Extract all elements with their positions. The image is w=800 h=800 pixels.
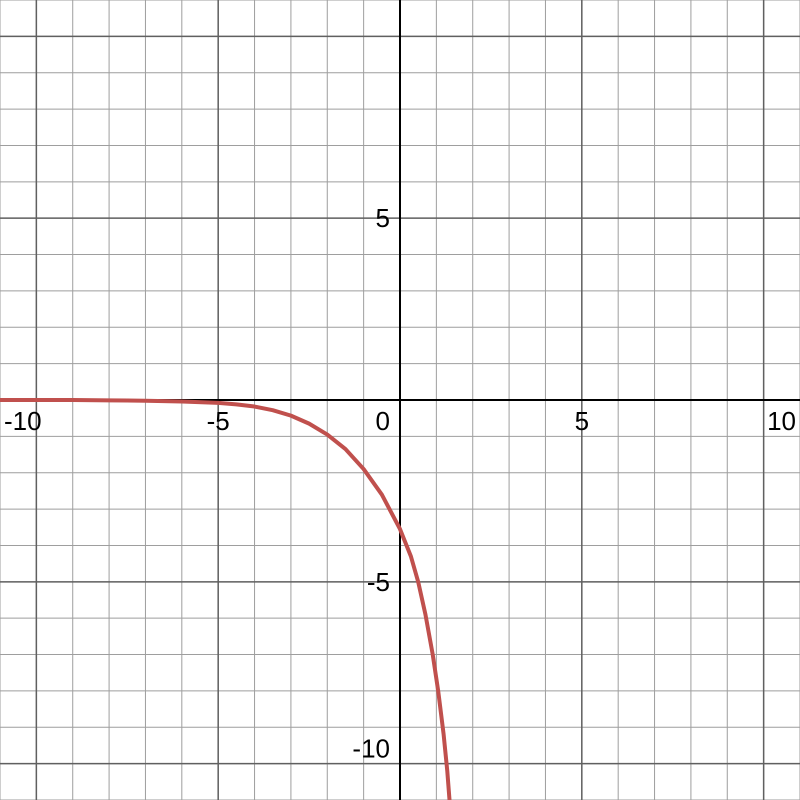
chart-canvas: -10 -5 0 5 10 5 -5 -10 (0, 0, 800, 800)
graph-plot: -10 -5 0 5 10 5 -5 -10 (0, 0, 800, 800)
y-tick-label: -10 (352, 734, 390, 764)
x-tick-label: 5 (575, 406, 589, 436)
x-tick-label: 0 (376, 406, 390, 436)
y-tick-label: 5 (376, 203, 390, 233)
x-tick-label: -5 (207, 406, 230, 436)
x-tick-label: -10 (4, 406, 42, 436)
y-tick-label: -5 (367, 567, 390, 597)
x-tick-label: 10 (767, 406, 796, 436)
